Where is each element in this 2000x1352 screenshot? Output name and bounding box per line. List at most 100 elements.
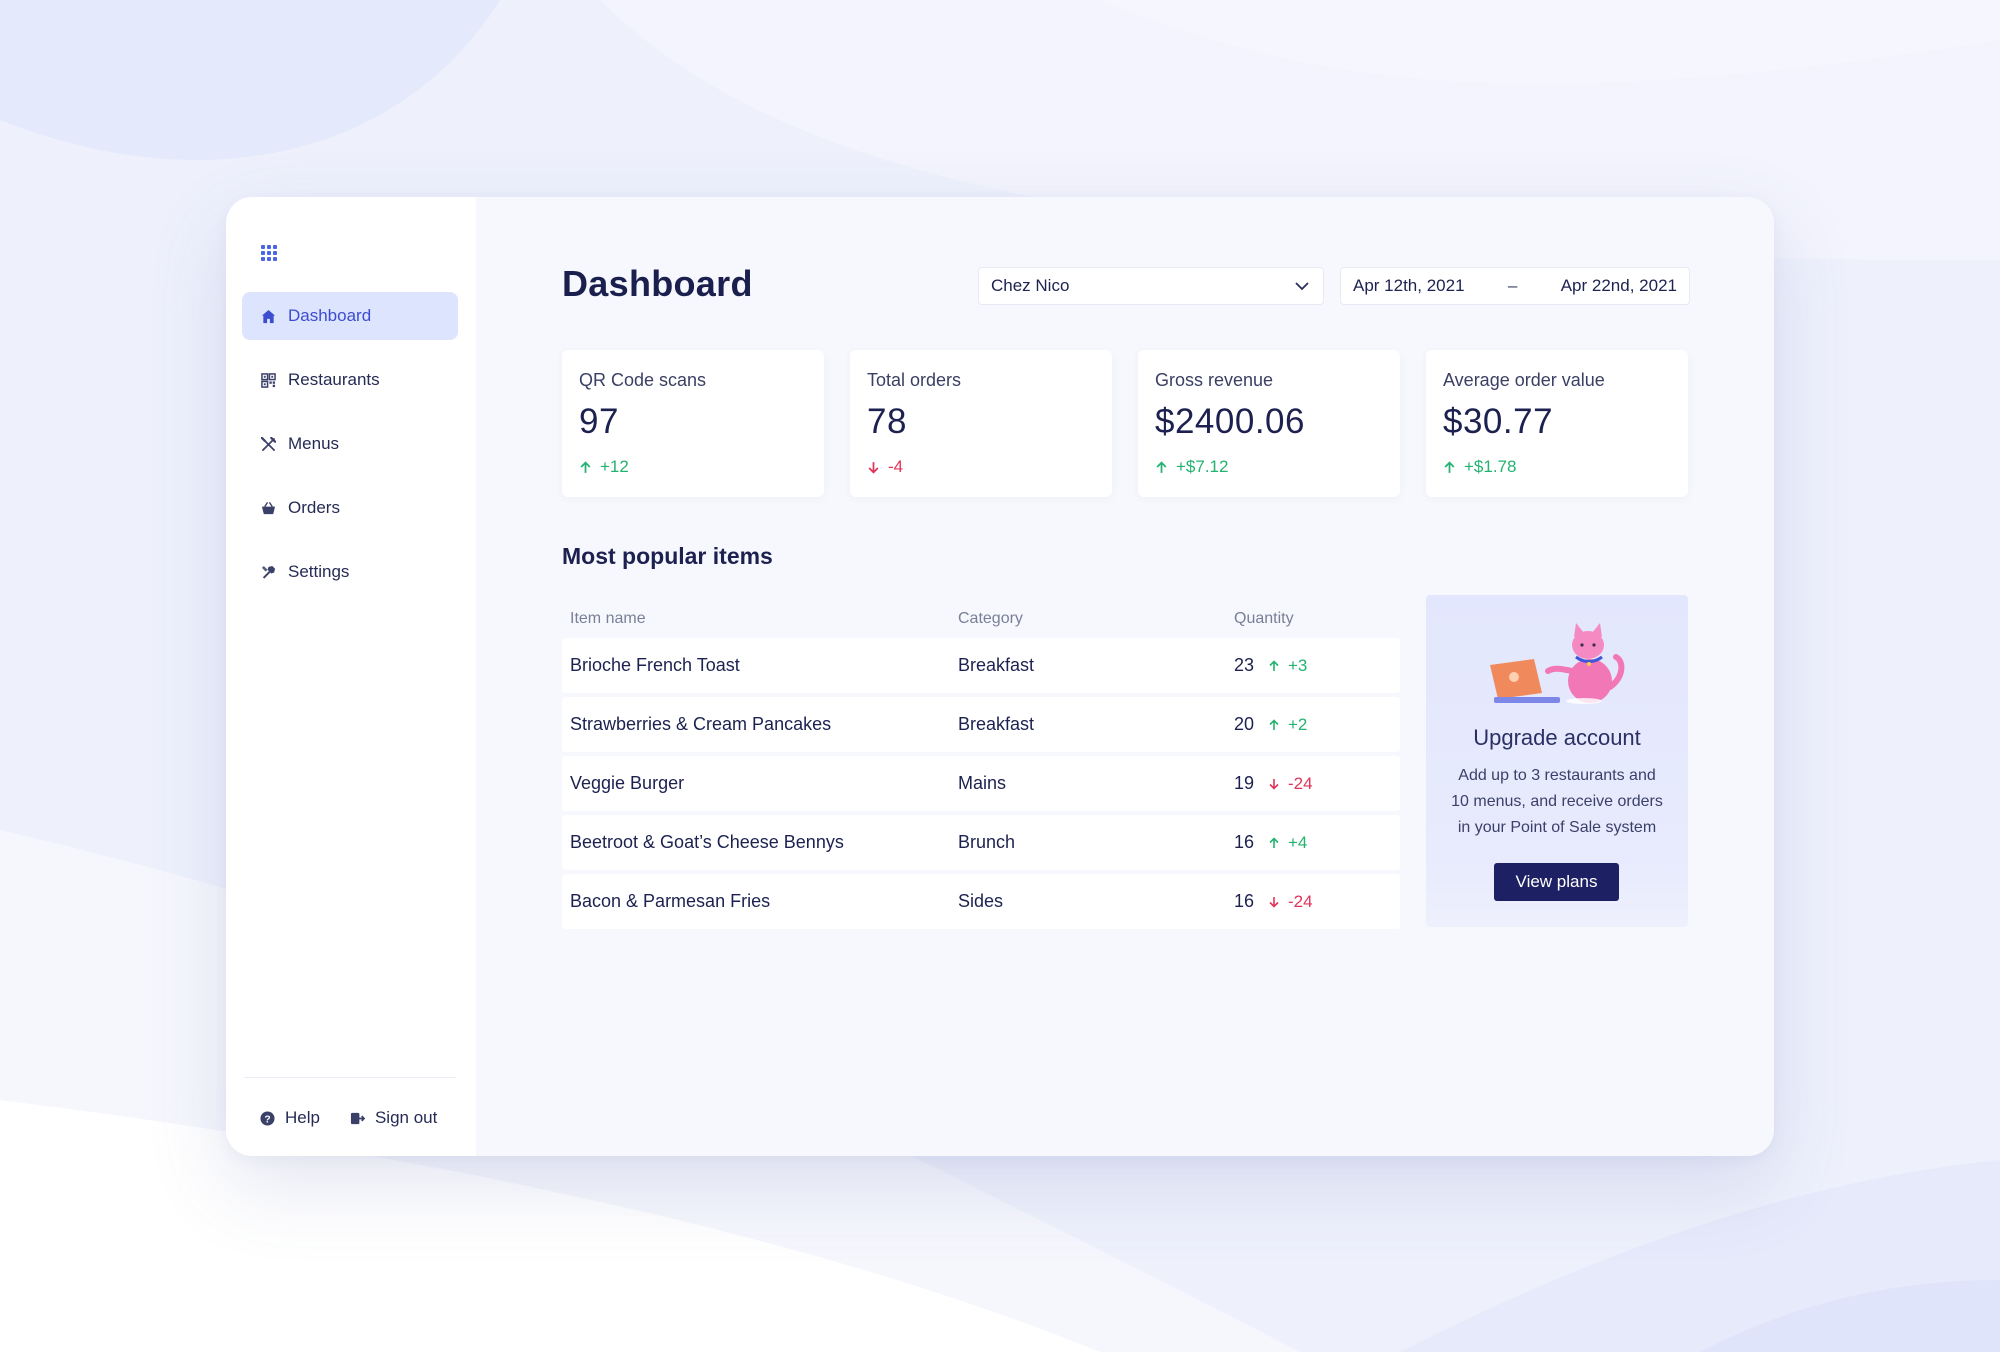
quantity-change: +2	[1268, 715, 1307, 735]
stat-change: -4	[867, 457, 903, 477]
qr-code-icon	[260, 372, 276, 388]
quantity-change-value: -24	[1288, 773, 1313, 793]
stat-value: $30.77	[1443, 402, 1554, 441]
sidebar-item-dashboard[interactable]: Dashboard	[242, 292, 458, 340]
arrow-down-icon	[1269, 778, 1279, 790]
stat-value: 78	[867, 402, 907, 441]
restaurant-select[interactable]: Chez Nico	[978, 267, 1324, 305]
item-quantity: 20 +2	[1234, 714, 1400, 735]
table-header: Item name Category Quantity	[562, 604, 1400, 634]
restaurant-select-value: Chez Nico	[991, 276, 1070, 295]
page-title: Dashboard	[562, 263, 753, 304]
stat-label: Gross revenue	[1155, 370, 1274, 390]
sidebar-item-menus[interactable]: Menus	[242, 420, 458, 468]
main-content: Dashboard Chez Nico Apr 12th, 2021 – Apr…	[476, 197, 1774, 1156]
quantity-value: 16	[1234, 891, 1255, 911]
help-link[interactable]: ? Help	[260, 1108, 320, 1128]
item-name: Beetroot & Goat’s Cheese Bennys	[570, 832, 844, 852]
sidebar-item-settings[interactable]: Settings	[242, 548, 458, 596]
arrow-down-icon	[1269, 896, 1279, 908]
stat-value: $2400.06	[1155, 402, 1305, 441]
sidebar-item-label: Restaurants	[288, 370, 380, 389]
quantity-change-value: +4	[1288, 832, 1308, 852]
stat-card-qr-scans: QR Code scans 97 +12	[562, 350, 824, 497]
item-name: Brioche French Toast	[570, 655, 740, 675]
quantity-change-value: -24	[1288, 891, 1313, 911]
date-start[interactable]: Apr 12th, 2021	[1353, 276, 1465, 295]
arrow-up-icon	[1444, 460, 1455, 473]
app-window: Dashboard Restaurants	[226, 197, 1774, 1156]
quantity-change-value: +2	[1288, 714, 1308, 734]
help-label: Help	[285, 1108, 320, 1127]
sign-out-label: Sign out	[374, 1108, 438, 1127]
sidebar: Dashboard Restaurants	[226, 197, 476, 1156]
cat-laptop-illustration	[1490, 623, 1625, 704]
stat-label: QR Code scans	[579, 370, 707, 390]
quantity-value: 19	[1234, 773, 1255, 793]
sidebar-item-restaurants[interactable]: Restaurants	[242, 356, 458, 404]
sidebar-divider	[244, 1077, 456, 1078]
sidebar-item-label: Dashboard	[288, 306, 372, 325]
date-range-picker: Apr 12th, 2021 – Apr 22nd, 2021	[1340, 267, 1690, 305]
item-name: Strawberries & Cream Pancakes	[570, 714, 832, 734]
sidebar-item-label: Orders	[288, 498, 340, 517]
stat-card-gross-revenue: Gross revenue $2400.06 +$7.12	[1138, 350, 1400, 497]
date-separator: –	[1507, 276, 1518, 295]
arrow-up-icon	[1269, 659, 1279, 671]
column-header-item-name: Item name	[570, 610, 646, 627]
table-row[interactable]: Strawberries & Cream Pancakes Breakfast …	[562, 697, 1400, 752]
arrow-down-icon	[868, 461, 879, 474]
grid-icon[interactable]	[261, 245, 277, 261]
item-category: Breakfast	[958, 714, 1035, 734]
item-category: Brunch	[958, 832, 1016, 852]
sidebar-item-orders[interactable]: Orders	[242, 484, 458, 532]
stat-label: Total orders	[867, 370, 962, 390]
item-category: Sides	[958, 891, 1004, 911]
view-plans-button[interactable]: View plans	[1494, 863, 1619, 901]
sidebar-footer: ? Help Sign out	[260, 1108, 437, 1128]
table-row[interactable]: Beetroot & Goat’s Cheese Bennys Brunch 1…	[562, 815, 1400, 870]
arrow-up-icon	[1269, 836, 1279, 848]
table-row[interactable]: Brioche French Toast Breakfast 23 +3	[562, 638, 1400, 693]
item-name: Veggie Burger	[570, 773, 685, 793]
date-end[interactable]: Apr 22nd, 2021	[1560, 276, 1677, 295]
arrow-up-icon	[1156, 460, 1167, 473]
upgrade-description: Add up to 3 restaurants and 10 menus, an…	[1451, 767, 1663, 836]
upgrade-card: Upgrade account Add up to 3 restaurants …	[1426, 595, 1688, 927]
stat-change-value: -4	[888, 457, 904, 476]
item-category: Mains	[958, 773, 1007, 793]
quantity-change-value: +3	[1288, 655, 1308, 675]
section-title: Most popular items	[562, 543, 773, 569]
stat-card-average-order-value: Average order value $30.77 +$1.78	[1426, 350, 1688, 497]
sign-out-icon	[350, 1112, 365, 1124]
quantity-value: 23	[1234, 655, 1255, 675]
arrow-up-icon	[580, 460, 591, 473]
item-quantity: 19 -24	[1234, 773, 1400, 794]
quantity-change: +4	[1268, 833, 1307, 853]
stats-row: QR Code scans 97 +12 Total orders 78 -4 …	[562, 350, 1688, 497]
table-row[interactable]: Bacon & Parmesan Fries Sides 16 -24	[562, 874, 1400, 929]
help-icon: ?	[260, 1110, 275, 1126]
stat-change: +12	[579, 457, 629, 477]
stat-value: 97	[579, 402, 619, 441]
home-icon	[260, 308, 276, 324]
upgrade-title: Upgrade account	[1473, 725, 1641, 750]
popular-items-table: Item name Category Quantity Brioche Fren…	[562, 604, 1400, 929]
quantity-change: -24	[1268, 892, 1313, 912]
column-header-category: Category	[958, 610, 1023, 627]
quantity-value: 16	[1234, 832, 1255, 852]
sign-out-link[interactable]: Sign out	[350, 1108, 437, 1128]
sidebar-item-label: Settings	[288, 562, 350, 581]
item-category: Breakfast	[958, 655, 1035, 675]
sidebar-item-label: Menus	[288, 434, 340, 453]
stat-card-total-orders: Total orders 78 -4	[850, 350, 1112, 497]
chevron-down-icon	[1295, 282, 1309, 291]
table-row[interactable]: Veggie Burger Mains 19 -24	[562, 756, 1400, 811]
stat-label: Average order value	[1443, 370, 1605, 390]
stat-change-value: +$1.78	[1464, 457, 1517, 476]
item-quantity: 23 +3	[1234, 655, 1400, 676]
basket-icon	[260, 500, 276, 516]
utensils-icon	[260, 436, 276, 452]
quantity-change: -24	[1268, 774, 1313, 794]
arrow-up-icon	[1269, 718, 1279, 730]
